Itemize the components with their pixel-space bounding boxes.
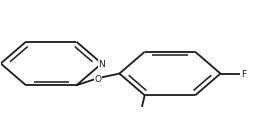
Text: N: N (98, 60, 105, 69)
Text: O: O (94, 75, 101, 84)
Text: F: F (241, 70, 246, 79)
